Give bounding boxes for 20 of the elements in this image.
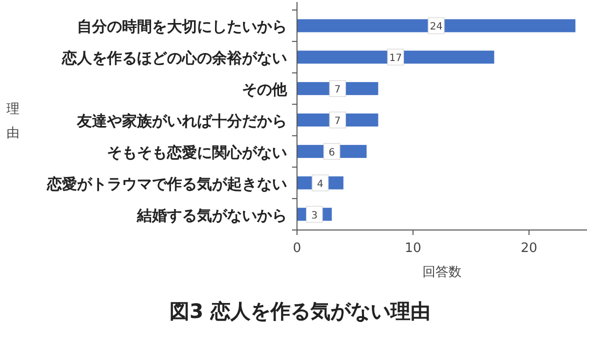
data-label: 4 bbox=[317, 178, 324, 190]
y-tick-label: 友達や家族がいれば十分だから bbox=[76, 112, 287, 130]
y-tick-label: 自分の時間を大切にしたいから bbox=[77, 18, 287, 36]
data-label: 7 bbox=[334, 84, 341, 96]
data-label: 7 bbox=[334, 116, 341, 127]
x-tick-label: 20 bbox=[520, 241, 538, 256]
y-axis-title: 理由 bbox=[6, 102, 20, 141]
data-label: 3 bbox=[311, 210, 318, 222]
data-label: 17 bbox=[389, 53, 402, 64]
data-label: 6 bbox=[328, 147, 335, 158]
y-tick-label: 恋愛がトラウマで作る気が起きない bbox=[46, 174, 287, 193]
y-tick-label: 結婚する気がないから bbox=[136, 206, 287, 224]
data-label: 24 bbox=[430, 22, 443, 33]
text: 図3 恋人を作る気がない理由 bbox=[170, 299, 430, 323]
y-tick-label: 恋人を作るほどの心の余裕がない bbox=[61, 49, 287, 68]
y-tick-label: その他 bbox=[242, 80, 288, 99]
y-tick-label: そもそも恋愛に関心がない bbox=[107, 143, 287, 162]
x-axis-title: 回答数 bbox=[422, 265, 462, 280]
x-tick-label: 10 bbox=[404, 241, 422, 256]
x-tick-label: 0 bbox=[292, 241, 302, 256]
